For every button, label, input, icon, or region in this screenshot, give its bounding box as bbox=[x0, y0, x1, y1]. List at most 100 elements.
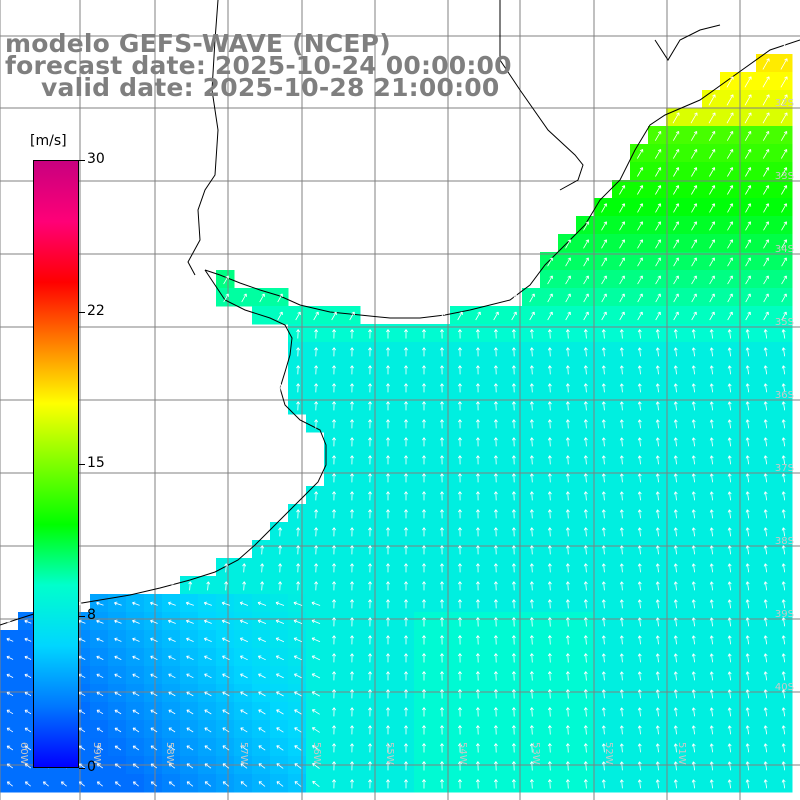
wind-cell bbox=[720, 288, 739, 307]
wind-arrow bbox=[763, 419, 768, 429]
wind-arrow bbox=[511, 743, 516, 753]
wind-arrow bbox=[277, 293, 283, 303]
wind-arrow bbox=[440, 437, 444, 447]
wind-arrow bbox=[422, 617, 426, 627]
wind-cell bbox=[324, 702, 343, 721]
wind-arrow bbox=[781, 563, 786, 573]
wind-arrow bbox=[350, 761, 354, 771]
wind-arrow bbox=[457, 473, 462, 483]
wind-cell bbox=[720, 126, 739, 145]
wind-cell bbox=[774, 180, 793, 199]
wind-arrow bbox=[440, 743, 444, 753]
wind-cell bbox=[360, 684, 379, 703]
wind-arrow bbox=[186, 745, 194, 751]
wind-arrow bbox=[691, 671, 696, 681]
wind-cell bbox=[756, 576, 775, 595]
wind-arrow bbox=[781, 581, 786, 591]
wind-arrow bbox=[709, 275, 715, 285]
wind-cell bbox=[684, 774, 703, 793]
wind-arrow bbox=[203, 637, 212, 642]
wind-arrow bbox=[386, 653, 390, 663]
wind-cell bbox=[198, 612, 217, 631]
wind-cell bbox=[378, 738, 397, 757]
wind-arrow bbox=[745, 365, 750, 375]
wind-arrow bbox=[440, 491, 444, 501]
wind-cell bbox=[576, 612, 595, 631]
wind-arrow bbox=[296, 509, 301, 519]
wind-cell bbox=[720, 738, 739, 757]
wind-arrow bbox=[619, 563, 624, 573]
wind-cell bbox=[540, 468, 559, 487]
wind-cell bbox=[576, 360, 595, 379]
wind-cell bbox=[612, 468, 631, 487]
wind-cell bbox=[414, 414, 433, 433]
wind-arrow bbox=[727, 761, 732, 771]
wind-arrow bbox=[583, 581, 588, 591]
wind-arrow bbox=[404, 563, 408, 573]
wind-arrow bbox=[708, 149, 716, 159]
wind-cell bbox=[720, 630, 739, 649]
wind-cell bbox=[666, 378, 685, 397]
wind-arrow bbox=[547, 311, 553, 321]
wind-arrow bbox=[655, 329, 660, 339]
wind-cell bbox=[468, 594, 487, 613]
wind-arrow bbox=[511, 491, 516, 501]
wind-arrow bbox=[259, 293, 265, 303]
wind-cell bbox=[684, 576, 703, 595]
wind-arrow bbox=[583, 509, 588, 519]
wind-arrow bbox=[332, 779, 337, 789]
wind-arrow bbox=[257, 655, 266, 661]
wind-cell bbox=[594, 486, 613, 505]
wind-arrow bbox=[673, 671, 678, 681]
wind-cell bbox=[612, 558, 631, 577]
wind-arrow bbox=[547, 383, 552, 393]
wind-cell bbox=[360, 450, 379, 469]
wind-cell bbox=[648, 234, 667, 253]
wind-cell bbox=[288, 360, 307, 379]
wind-cell bbox=[756, 180, 775, 199]
wind-cell bbox=[486, 612, 505, 631]
wind-arrow bbox=[709, 221, 715, 231]
wind-arrow bbox=[275, 619, 285, 624]
wind-cell bbox=[162, 612, 181, 631]
wind-cell bbox=[324, 774, 343, 793]
wind-arrow bbox=[404, 419, 408, 429]
wind-arrow bbox=[404, 455, 408, 465]
wind-arrow bbox=[763, 563, 768, 573]
wind-cell bbox=[324, 306, 343, 325]
wind-arrow bbox=[619, 311, 625, 321]
wind-arrow bbox=[619, 275, 625, 285]
wind-arrow bbox=[583, 545, 588, 555]
wind-arrow bbox=[493, 491, 498, 501]
wind-arrow bbox=[529, 707, 534, 717]
wind-cell bbox=[630, 324, 649, 343]
wind-arrow bbox=[224, 581, 229, 591]
wind-cell bbox=[378, 648, 397, 667]
wind-arrow bbox=[440, 527, 444, 537]
wind-cell bbox=[648, 522, 667, 541]
wind-arrow bbox=[763, 347, 768, 357]
wind-arrow bbox=[780, 58, 788, 70]
wind-cell bbox=[720, 396, 739, 415]
wind-cell bbox=[558, 666, 577, 685]
wind-cell bbox=[720, 72, 739, 91]
wind-cell bbox=[450, 522, 469, 541]
wind-cell bbox=[324, 450, 343, 469]
wind-cell bbox=[504, 774, 523, 793]
wind-arrow bbox=[96, 745, 104, 751]
wind-arrow bbox=[168, 781, 176, 787]
wind-cell bbox=[774, 738, 793, 757]
wind-arrow bbox=[619, 239, 625, 249]
wind-cell bbox=[432, 360, 451, 379]
wind-cell bbox=[432, 450, 451, 469]
wind-cell bbox=[702, 684, 721, 703]
wind-arrow bbox=[223, 275, 229, 285]
wind-arrow bbox=[673, 203, 680, 213]
wind-arrow bbox=[583, 473, 588, 483]
wind-cell bbox=[540, 342, 559, 361]
wind-arrow bbox=[295, 311, 301, 321]
wind-arrow bbox=[457, 761, 462, 771]
wind-cell bbox=[648, 684, 667, 703]
wind-cell bbox=[702, 144, 721, 163]
